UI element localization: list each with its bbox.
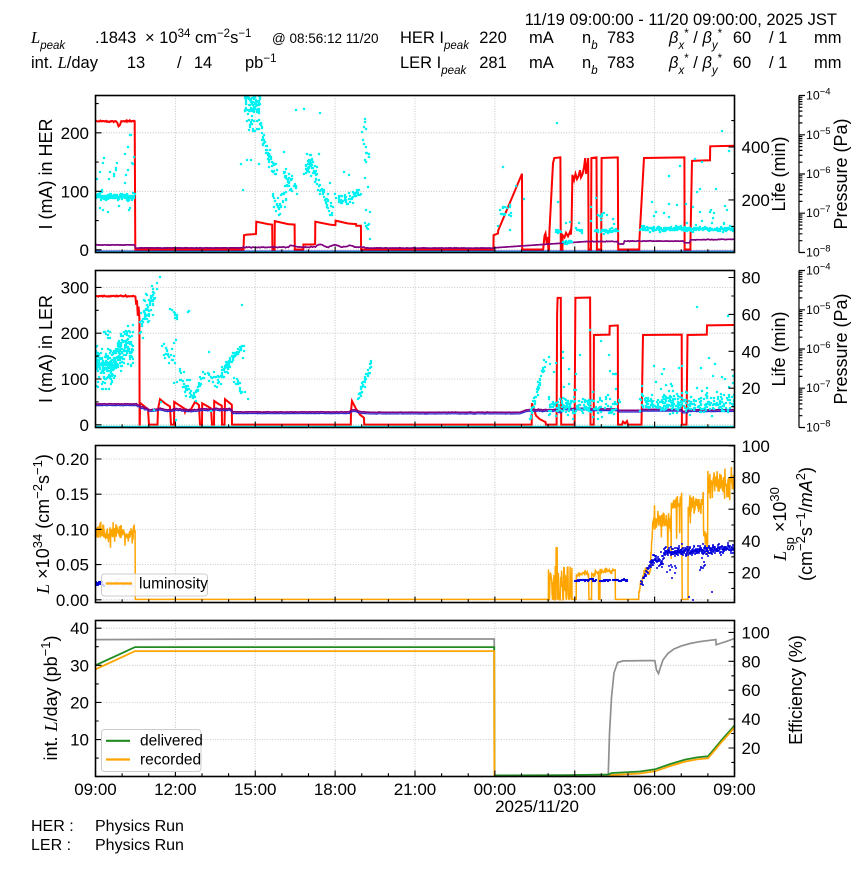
svg-text:80: 80 [742,652,761,671]
svg-text:15:00: 15:00 [234,780,277,799]
svg-text:00:00: 00:00 [474,780,517,799]
svg-text:80: 80 [742,269,761,288]
svg-text:nb: nb [582,54,598,77]
svg-text:0.10: 0.10 [56,520,89,539]
svg-text:11/19 09:00:00 - 11/20 09:00:0: 11/19 09:00:00 - 11/20 09:00:00, 2025 JS… [525,11,837,29]
svg-text:HER Ipeak: HER Ipeak [400,29,470,52]
svg-text:100: 100 [61,370,89,389]
svg-text:60: 60 [742,500,761,519]
svg-text:.1843: .1843 [95,29,136,47]
svg-text:30: 30 [70,656,89,675]
svg-text:60: 60 [742,305,761,324]
svg-text:βx* / βy*: βx* / βy* [668,53,723,77]
svg-text:03:00: 03:00 [553,780,596,799]
svg-text:60: 60 [733,29,751,47]
svg-text:I (mA) in LER: I (mA) in LER [36,295,56,403]
svg-text:20: 20 [742,379,761,398]
svg-text:Life (min): Life (min) [769,136,789,211]
svg-text:luminosity: luminosity [139,576,208,593]
svg-text:200: 200 [61,124,89,143]
svg-text:0.15: 0.15 [56,485,89,504]
svg-text:0.20: 0.20 [56,450,89,469]
svg-text:783: 783 [607,29,635,47]
svg-text:13: 13 [127,54,145,72]
svg-text:Physics Run: Physics Run [95,837,184,854]
svg-text:0.00: 0.00 [56,591,89,610]
svg-text:40: 40 [742,532,761,551]
svg-text:Pressure (Pa): Pressure (Pa) [831,293,851,404]
svg-text:300: 300 [61,278,89,297]
svg-text:Physics Run: Physics Run [95,818,184,835]
svg-text:LER Ipeak: LER Ipeak [400,54,467,77]
svg-text:nb: nb [582,29,598,52]
svg-text:2025/11/20: 2025/11/20 [495,797,579,816]
svg-text:L ×1034 (cm−2s−1): L ×1034 (cm−2s−1) [30,454,54,595]
svg-text:int. L/day (pb−1): int. L/day (pb−1) [38,636,62,761]
svg-text:/: / [177,54,182,72]
svg-text:Life (min): Life (min) [769,311,789,386]
svg-text:× 1034 cm−2s−1: × 1034 cm−2s−1 [145,28,251,47]
svg-text:Lsp ×1030: Lsp ×1030 [767,487,797,562]
svg-text:/ 1: / 1 [769,54,787,72]
svg-text:200: 200 [61,324,89,343]
svg-text:06:00: 06:00 [633,780,676,799]
svg-text:I (mA) in HER: I (mA) in HER [36,118,56,229]
svg-text:pb−1: pb−1 [245,53,276,72]
svg-text:0: 0 [80,241,89,260]
svg-text:βx* / βy*: βx* / βy* [668,28,723,52]
svg-text:/ 1: / 1 [769,29,787,47]
svg-text:281: 281 [479,54,507,72]
svg-text:80: 80 [742,469,761,488]
svg-text:0: 0 [80,416,89,435]
svg-text:mm: mm [814,54,842,72]
svg-text:Efficiency (%): Efficiency (%) [786,635,806,745]
svg-text:Pressure (Pa): Pressure (Pa) [831,118,851,229]
svg-text:HER :: HER : [31,818,74,835]
svg-text:40: 40 [742,342,761,361]
svg-text:60: 60 [742,681,761,700]
svg-text:(cm−2s−1/mA2): (cm−2s−1/mA2) [793,467,817,581]
svg-text:delivered: delivered [140,733,203,750]
svg-text:@ 08:56:12 11/20: @ 08:56:12 11/20 [272,31,379,46]
svg-text:recorded: recorded [140,751,201,768]
svg-text:100: 100 [61,182,89,201]
svg-text:220: 220 [479,29,507,47]
svg-text:100: 100 [742,437,770,456]
svg-text:int. L/day: int. L/day [31,53,99,72]
svg-text:10: 10 [70,731,89,750]
svg-text:40: 40 [70,619,89,638]
svg-text:Lpeak: Lpeak [30,28,66,52]
svg-text:21:00: 21:00 [394,780,437,799]
svg-text:0.05: 0.05 [56,556,89,575]
svg-text:20: 20 [70,693,89,712]
svg-text:60: 60 [733,54,751,72]
svg-text:783: 783 [607,54,635,72]
svg-text:mm: mm [814,29,842,47]
svg-text:18:00: 18:00 [314,780,357,799]
svg-text:09:00: 09:00 [713,780,756,799]
svg-text:09:00: 09:00 [74,780,117,799]
svg-text:LER :: LER : [31,837,71,854]
svg-text:12:00: 12:00 [154,780,197,799]
svg-text:40: 40 [742,710,761,729]
svg-text:200: 200 [742,191,770,210]
svg-text:400: 400 [742,138,770,157]
svg-text:14: 14 [194,54,212,72]
svg-text:20: 20 [742,739,761,758]
svg-text:100: 100 [742,623,770,642]
svg-text:mA: mA [529,54,554,72]
svg-text:20: 20 [742,564,761,583]
svg-text:mA: mA [529,29,554,47]
